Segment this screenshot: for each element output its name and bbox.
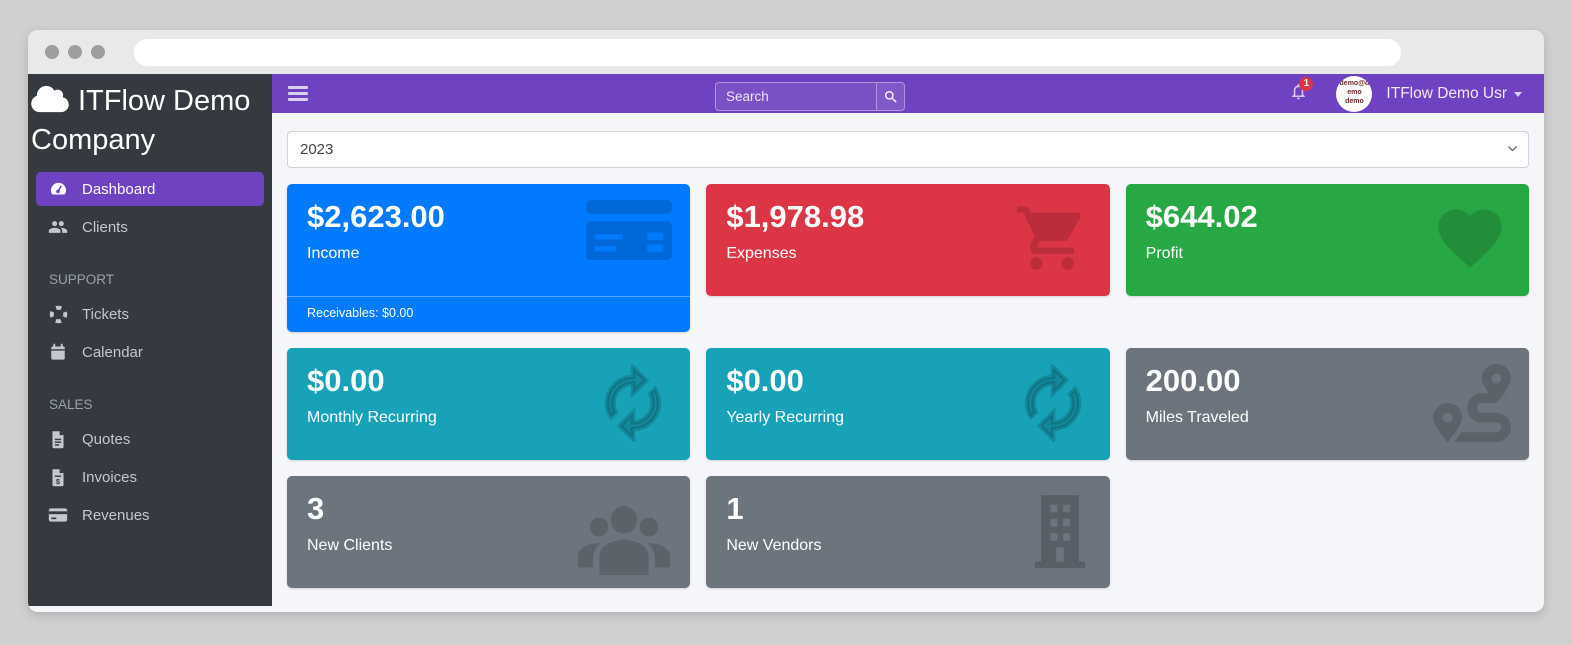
sync-icon bbox=[1014, 361, 1092, 445]
user-name: ITFlow Demo Usr bbox=[1386, 84, 1507, 102]
sidebar-item-label: Quotes bbox=[82, 430, 131, 448]
card-income[interactable]: $2,623.00 Income Receivables: $0.00 bbox=[287, 184, 691, 332]
card-value: $0.00 bbox=[726, 363, 804, 398]
shopping-cart-icon bbox=[1012, 200, 1092, 276]
card-label: Expenses bbox=[726, 244, 797, 262]
window-control-dot[interactable] bbox=[68, 45, 82, 59]
sidebar-item-dashboard[interactable]: Dashboard bbox=[36, 172, 264, 206]
calendar-icon bbox=[48, 343, 68, 362]
card-label: New Vendors bbox=[726, 536, 822, 554]
users-icon bbox=[48, 217, 68, 237]
top-navbar: 1 demo@demo demo ITFlow Demo Usr bbox=[272, 74, 1544, 113]
card-yearly-recurring[interactable]: $0.00 Yearly Recurring bbox=[706, 348, 1110, 460]
sidebar-item-label: Calendar bbox=[82, 343, 143, 361]
user-dropdown[interactable]: ITFlow Demo Usr bbox=[1386, 85, 1522, 103]
brand-name: ITFlow Demo Company bbox=[31, 85, 251, 156]
sidebar-item-tickets[interactable]: Tickets bbox=[36, 297, 264, 331]
search-input[interactable] bbox=[716, 83, 876, 110]
card-expenses[interactable]: $1,978.98 Expenses bbox=[706, 184, 1110, 296]
card-value: 1 bbox=[726, 491, 744, 526]
card-label: Monthly Recurring bbox=[307, 408, 437, 426]
year-select[interactable]: 2023 bbox=[287, 131, 1529, 168]
life-ring-icon bbox=[48, 305, 68, 324]
credit-card-icon bbox=[586, 200, 673, 260]
card-label: New Clients bbox=[307, 536, 393, 554]
card-value: $1,978.98 bbox=[726, 199, 865, 234]
card-value: $644.02 bbox=[1145, 199, 1258, 234]
card-label: Yearly Recurring bbox=[726, 408, 845, 426]
tachometer-icon bbox=[48, 180, 68, 199]
svg-text:$: $ bbox=[56, 477, 61, 486]
notifications-button[interactable]: 1 bbox=[1289, 76, 1314, 106]
sidebar-item-calendar[interactable]: Calendar bbox=[36, 335, 264, 369]
browser-window: ITFlow Demo Company Dashboard Clients SU… bbox=[28, 30, 1544, 612]
building-icon bbox=[1028, 492, 1092, 568]
sidebar: ITFlow Demo Company Dashboard Clients SU… bbox=[28, 74, 272, 606]
card-profit[interactable]: $644.02 Profit bbox=[1125, 184, 1529, 296]
sidebar-item-clients[interactable]: Clients bbox=[36, 210, 264, 244]
search-button[interactable] bbox=[876, 83, 904, 110]
card-label: Income bbox=[307, 244, 360, 262]
card-miles-traveled[interactable]: 200.00 Miles Traveled bbox=[1125, 348, 1529, 460]
sidebar-section-sales: SALES bbox=[49, 397, 93, 412]
window-controls bbox=[28, 45, 105, 59]
brand-logo[interactable]: ITFlow Demo Company bbox=[28, 74, 272, 172]
notification-count-badge: 1 bbox=[1299, 76, 1314, 91]
address-bar[interactable] bbox=[134, 38, 1401, 66]
card-value: 200.00 bbox=[1145, 363, 1241, 398]
caret-down-icon bbox=[1514, 92, 1522, 97]
search-form bbox=[715, 82, 905, 111]
file-invoice-dollar-icon: $ bbox=[48, 468, 68, 487]
sidebar-item-revenues[interactable]: Revenues bbox=[36, 498, 264, 532]
menu-toggle-icon[interactable] bbox=[288, 86, 308, 101]
avatar-text: demo@demo demo bbox=[1339, 80, 1370, 105]
sidebar-item-label: Clients bbox=[82, 218, 128, 236]
card-footer: Receivables: $0.00 bbox=[287, 296, 691, 332]
sidebar-item-label: Tickets bbox=[82, 305, 129, 323]
file-alt-icon bbox=[48, 430, 68, 449]
sidebar-item-label: Revenues bbox=[82, 506, 150, 524]
card-label: Miles Traveled bbox=[1145, 408, 1249, 426]
sidebar-item-label: Dashboard bbox=[82, 180, 156, 198]
card-value: $2,623.00 bbox=[307, 199, 445, 234]
card-new-vendors[interactable]: 1 New Vendors bbox=[706, 476, 1110, 588]
users-icon bbox=[576, 502, 672, 579]
cloud-icon bbox=[31, 85, 69, 113]
window-control-dot[interactable] bbox=[91, 45, 105, 59]
card-monthly-recurring[interactable]: $0.00 Monthly Recurring bbox=[287, 348, 691, 460]
sidebar-item-invoices[interactable]: $ Invoices bbox=[36, 460, 264, 494]
dashboard-content: 2023 $2,623.00 Income Re bbox=[272, 113, 1544, 606]
sync-icon bbox=[594, 361, 672, 445]
sidebar-item-label: Invoices bbox=[82, 468, 138, 486]
search-icon bbox=[884, 90, 897, 103]
sidebar-section-support: SUPPORT bbox=[49, 272, 115, 287]
browser-chrome bbox=[28, 30, 1544, 74]
card-new-clients[interactable]: 3 New Clients bbox=[287, 476, 691, 588]
window-control-dot[interactable] bbox=[45, 45, 59, 59]
sidebar-item-quotes[interactable]: Quotes bbox=[36, 422, 264, 456]
credit-card-icon bbox=[48, 507, 68, 523]
card-value: $0.00 bbox=[307, 363, 385, 398]
card-label: Profit bbox=[1145, 244, 1183, 262]
card-value: 3 bbox=[307, 491, 325, 526]
route-icon bbox=[1433, 364, 1511, 442]
avatar[interactable]: demo@demo demo bbox=[1336, 75, 1373, 112]
heart-icon bbox=[1429, 200, 1511, 276]
